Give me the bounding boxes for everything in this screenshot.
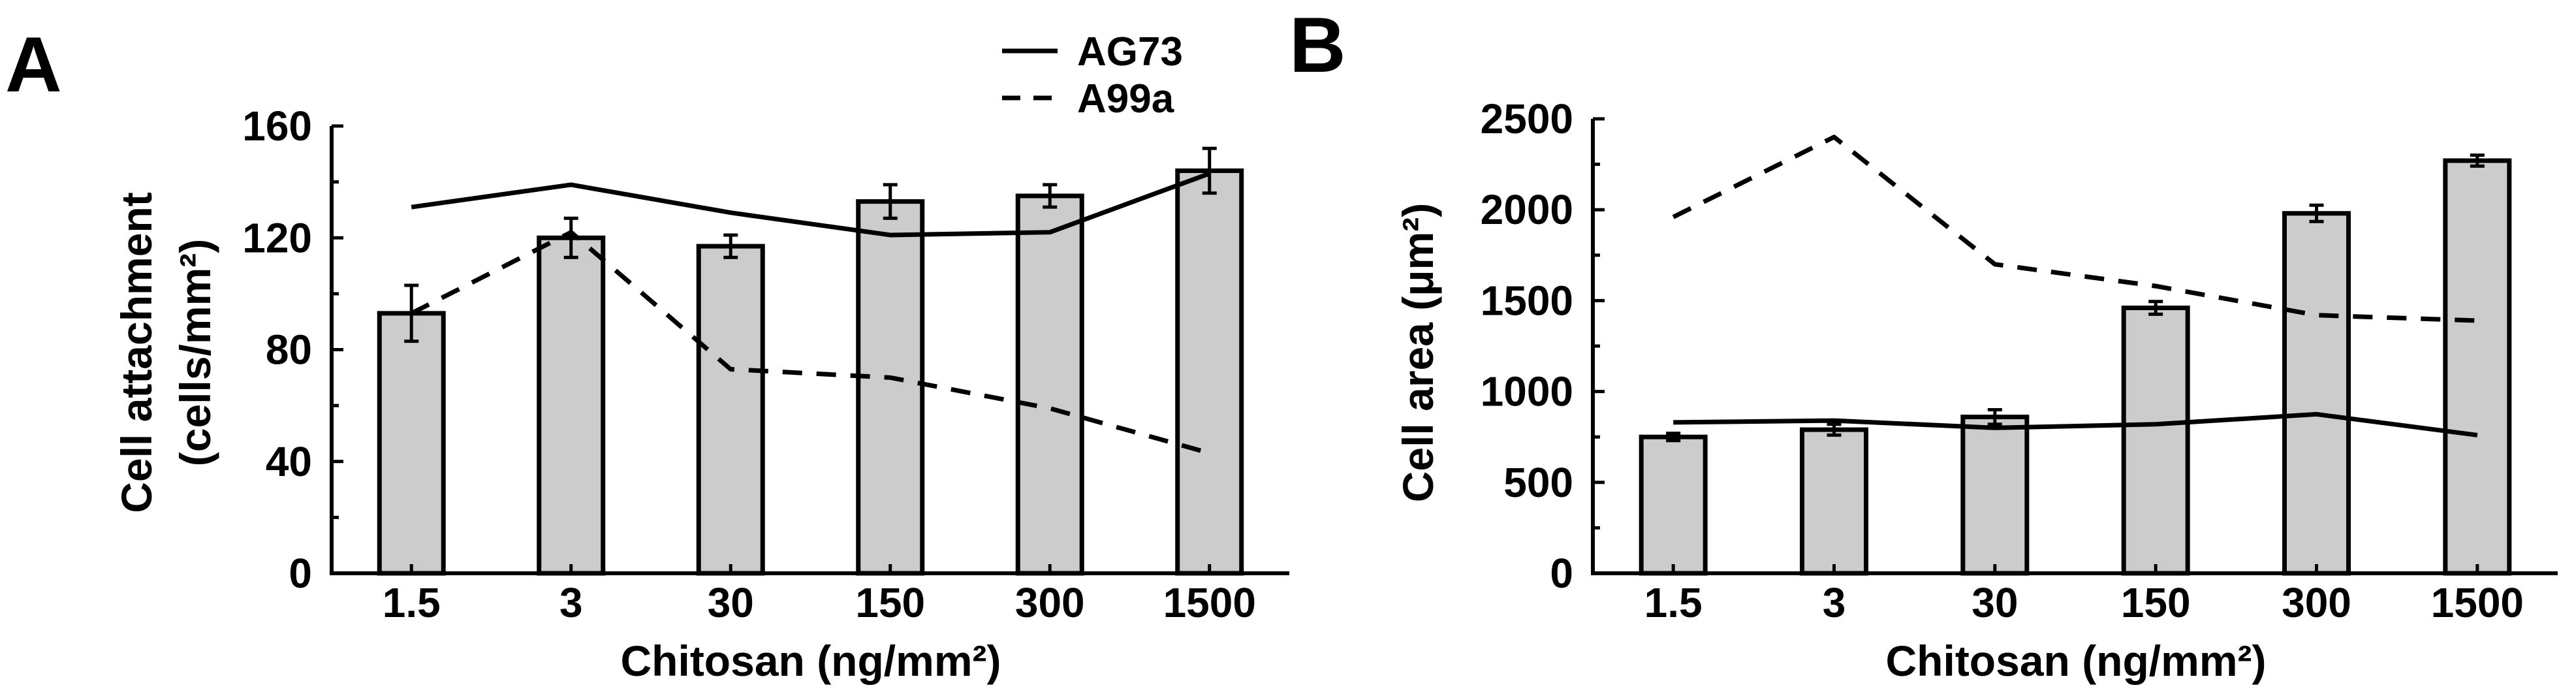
panel-b: B Cell area (μm²) Chitosan (ng/mm²) 0 500… bbox=[1289, 1, 2558, 685]
bar bbox=[2282, 211, 2351, 576]
bar bbox=[1960, 415, 2030, 576]
bar bbox=[537, 235, 606, 576]
legend: AG73 A99a bbox=[1002, 29, 1183, 121]
x-tick-label: 1.5 bbox=[383, 579, 441, 626]
bar bbox=[1015, 193, 1084, 576]
legend-label-a99a: A99a bbox=[1077, 76, 1174, 121]
x-tick-label: 300 bbox=[2282, 579, 2351, 626]
series-line-a99a bbox=[1672, 135, 2477, 323]
bar bbox=[1800, 427, 1868, 576]
bar bbox=[1175, 168, 1244, 576]
x-tick-label: 3 bbox=[1823, 579, 1846, 626]
x-tick-label: 30 bbox=[708, 579, 754, 626]
x-tick-label: 1500 bbox=[2431, 579, 2524, 626]
bar bbox=[696, 244, 765, 576]
bar bbox=[1639, 434, 1708, 576]
y-tick-label: 1000 bbox=[1481, 368, 1573, 415]
panel-label-b: B bbox=[1289, 1, 1346, 89]
x-tick-label: 1.5 bbox=[1644, 579, 1703, 626]
x-axis-title: Chitosan (ng/mm²) bbox=[1886, 637, 2267, 685]
panel-a: A Cell attachment (cells/mm²) Chitosan (… bbox=[5, 21, 1289, 685]
series-line-ag73 bbox=[411, 171, 1210, 238]
x-tick-label: 3 bbox=[559, 579, 583, 626]
panel-label-a: A bbox=[5, 21, 62, 108]
series-line-ag73 bbox=[1673, 411, 2478, 437]
y-axis-title: Cell area (μm²) bbox=[1394, 203, 1442, 503]
y-tick-label: 160 bbox=[242, 103, 312, 150]
y-tick-label: 120 bbox=[242, 214, 312, 261]
y-tick-label: 1500 bbox=[1481, 277, 1573, 324]
bar bbox=[856, 199, 925, 576]
y-tick-label: 80 bbox=[266, 326, 312, 373]
legend-label-ag73: AG73 bbox=[1077, 29, 1183, 74]
y-tick-label: 0 bbox=[1550, 550, 1573, 597]
x-tick-label: 30 bbox=[1971, 579, 2018, 626]
x-tick-label: 1500 bbox=[1163, 579, 1256, 626]
y-tick-label: 2500 bbox=[1481, 95, 1573, 142]
y-tick-label: 500 bbox=[1503, 459, 1573, 506]
x-axis-title: Chitosan (ng/mm²) bbox=[621, 637, 1001, 685]
bar bbox=[2121, 306, 2190, 576]
y-axis-title-line2: (cells/mm²) bbox=[171, 239, 219, 466]
plot-area-a: 0 40 80 120 160 1.5 3 30 150 300 1500 bbox=[242, 103, 1289, 626]
series-line-a99a bbox=[410, 230, 1210, 456]
y-tick-label: 40 bbox=[266, 438, 312, 485]
bar bbox=[2443, 158, 2512, 576]
x-tick-label: 300 bbox=[1015, 579, 1085, 626]
y-tick-label: 0 bbox=[289, 550, 312, 597]
x-tick-label: 150 bbox=[855, 579, 925, 626]
bar bbox=[377, 311, 446, 576]
plot-area-b: 0 500 1000 1500 2000 2500 1.5 3 30 150 300 1500 bbox=[1481, 95, 2558, 626]
y-axis-title-line1: Cell attachment bbox=[112, 192, 161, 513]
x-tick-label: 150 bbox=[2121, 579, 2191, 626]
y-tick-label: 2000 bbox=[1481, 186, 1573, 233]
